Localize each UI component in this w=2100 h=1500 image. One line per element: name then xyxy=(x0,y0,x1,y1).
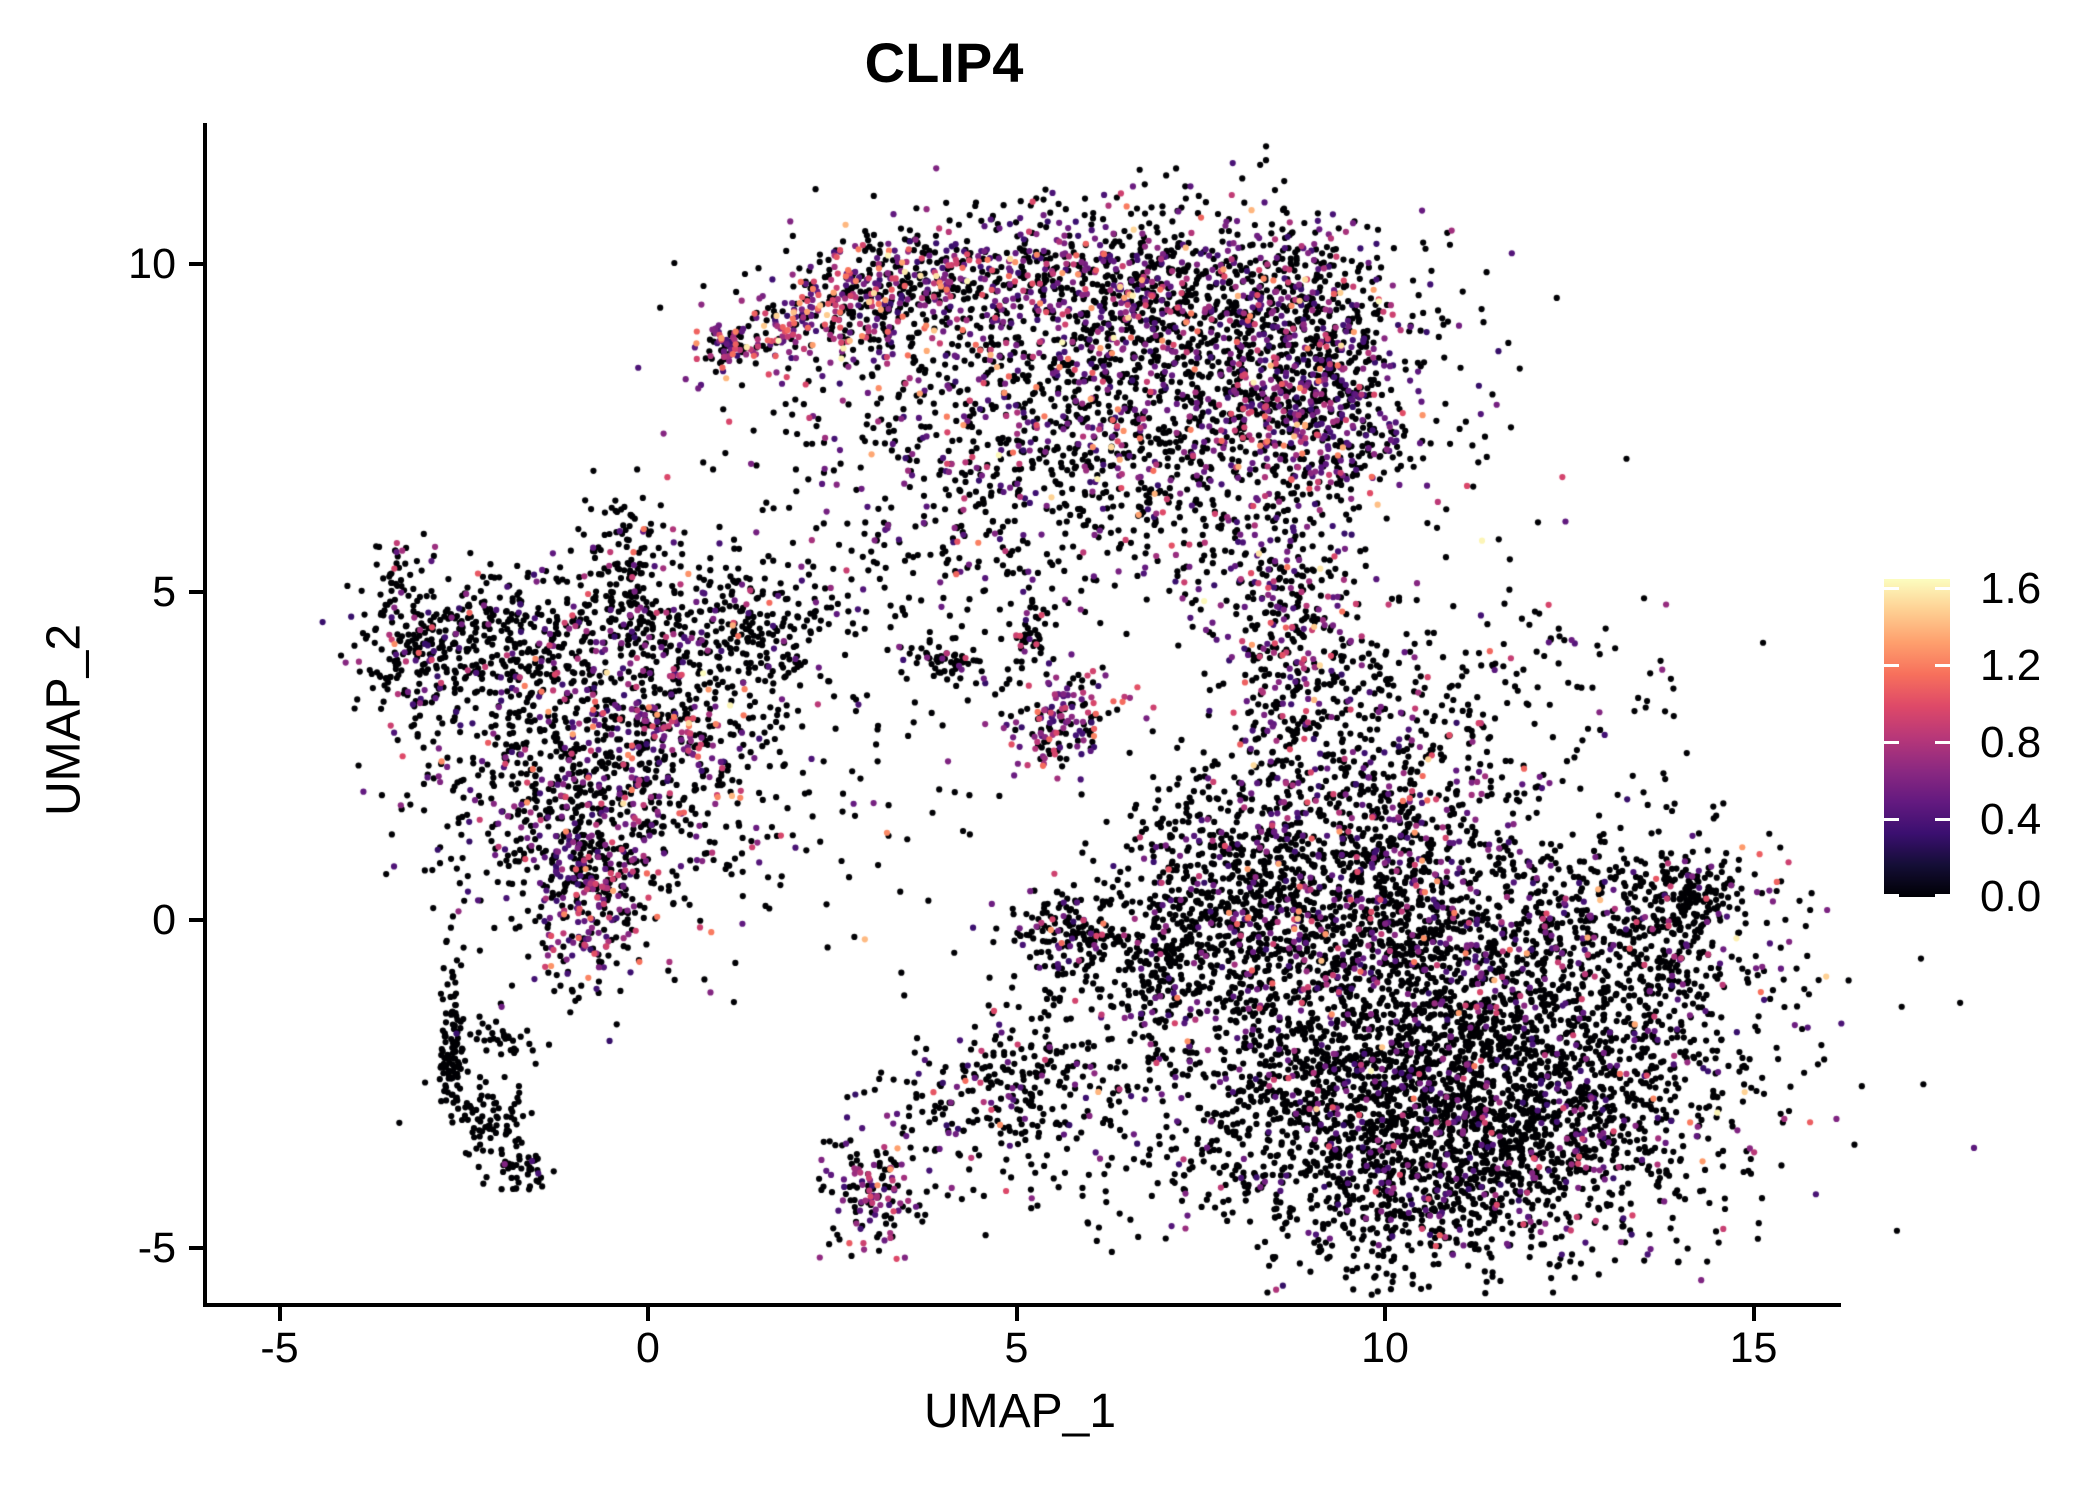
colorbar-tick xyxy=(1935,741,1950,745)
colorbar-tick xyxy=(1935,894,1950,897)
x-tick xyxy=(1751,1307,1756,1321)
y-tick xyxy=(189,262,203,266)
y-tick-label: 0 xyxy=(152,896,176,944)
x-tick-label: 0 xyxy=(636,1324,660,1372)
x-tick xyxy=(1383,1307,1387,1321)
y-tick-label: 5 xyxy=(152,568,176,616)
colorbar xyxy=(1884,579,1950,897)
colorbar-label: 1.2 xyxy=(1980,640,2042,690)
y-tick-label: 10 xyxy=(128,240,176,288)
plot-title: CLIP4 xyxy=(864,31,1024,94)
y-tick-label: -5 xyxy=(137,1224,176,1272)
colorbar-tick xyxy=(1884,741,1899,745)
colorbar-label: 0.0 xyxy=(1980,872,2042,921)
colorbar-label: 0.8 xyxy=(1980,717,2042,767)
y-axis-line xyxy=(203,123,207,1307)
colorbar-tick xyxy=(1884,587,1899,591)
y-axis-title: UMAP_2 xyxy=(37,623,91,817)
y-tick xyxy=(189,918,203,922)
x-tick xyxy=(1014,1307,1019,1321)
y-tick xyxy=(189,1246,203,1250)
x-tick-label: 5 xyxy=(1004,1324,1029,1372)
colorbar-tick xyxy=(1935,818,1950,822)
colorbar-tick xyxy=(1935,587,1950,591)
colorbar-label: 0.4 xyxy=(1980,794,2042,844)
colorbar-label: 1.6 xyxy=(1980,563,2042,613)
x-tick-label: 10 xyxy=(1361,1324,1409,1372)
x-tick-label: 15 xyxy=(1729,1324,1778,1372)
colorbar-tick xyxy=(1884,664,1899,668)
x-tick xyxy=(277,1307,282,1321)
y-tick xyxy=(189,590,203,594)
colorbar-tick xyxy=(1884,894,1899,897)
x-tick-label: -5 xyxy=(260,1324,299,1372)
x-tick xyxy=(646,1307,650,1321)
colorbar-tick xyxy=(1884,818,1899,822)
x-axis-title: UMAP_1 xyxy=(923,1385,1117,1438)
colorbar-tick xyxy=(1935,664,1950,668)
x-axis-line xyxy=(203,1303,1841,1307)
